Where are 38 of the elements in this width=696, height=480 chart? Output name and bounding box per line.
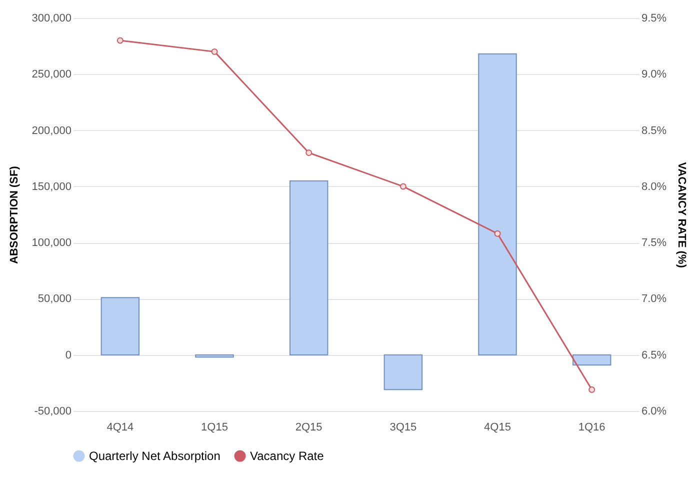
x-tick-label: 1Q16	[578, 422, 606, 434]
legend-label: Quarterly Net Absorption	[89, 449, 220, 463]
bar	[289, 180, 328, 356]
point	[211, 48, 218, 55]
y2-tick-label: 6.5%	[642, 349, 667, 362]
y-tick-label: 150,000	[32, 180, 72, 193]
y-tick-label: 50,000	[38, 293, 72, 306]
y2-tick-label: 7.0%	[642, 293, 667, 306]
point	[588, 386, 596, 393]
y2-tick-label: 8.5%	[642, 124, 667, 137]
bar	[195, 354, 234, 358]
point	[494, 230, 501, 237]
x-tick-label: 4Q14	[106, 422, 134, 434]
x-tick-label: 1Q15	[201, 422, 228, 434]
bar	[572, 354, 612, 366]
x-tick-label: 2Q15	[295, 422, 322, 434]
bar	[384, 354, 423, 390]
y-tick-label: 200,000	[32, 124, 72, 137]
legend-label: Vacancy Rate	[250, 449, 324, 463]
y-tick-label: 0	[65, 349, 72, 362]
point	[306, 150, 312, 156]
y2-tick-label: 7.5%	[642, 237, 667, 250]
y2-tick-label: 9.5%	[642, 12, 667, 24]
y2-tick-label: 6.0%	[642, 406, 667, 418]
y-axis-title: ABSORPTION (SF)	[8, 166, 21, 264]
y-tick-label: 250,000	[32, 68, 72, 81]
x-tick-label: 3Q15	[390, 422, 417, 434]
y2-tick-label: 8.0%	[642, 180, 667, 193]
y2-axis-title: VACANCY RATE (%)	[676, 162, 688, 268]
point	[116, 37, 124, 44]
y-tick-label: 300,000	[32, 12, 72, 24]
y2-tick-label: 9.0%	[642, 68, 667, 81]
bar	[478, 53, 517, 356]
bar	[100, 297, 140, 356]
y-tick-label: 100,000	[32, 237, 72, 250]
point	[400, 183, 406, 190]
y-tick-label: -50,000	[34, 406, 72, 418]
x-tick-label: 4Q15	[484, 422, 511, 434]
